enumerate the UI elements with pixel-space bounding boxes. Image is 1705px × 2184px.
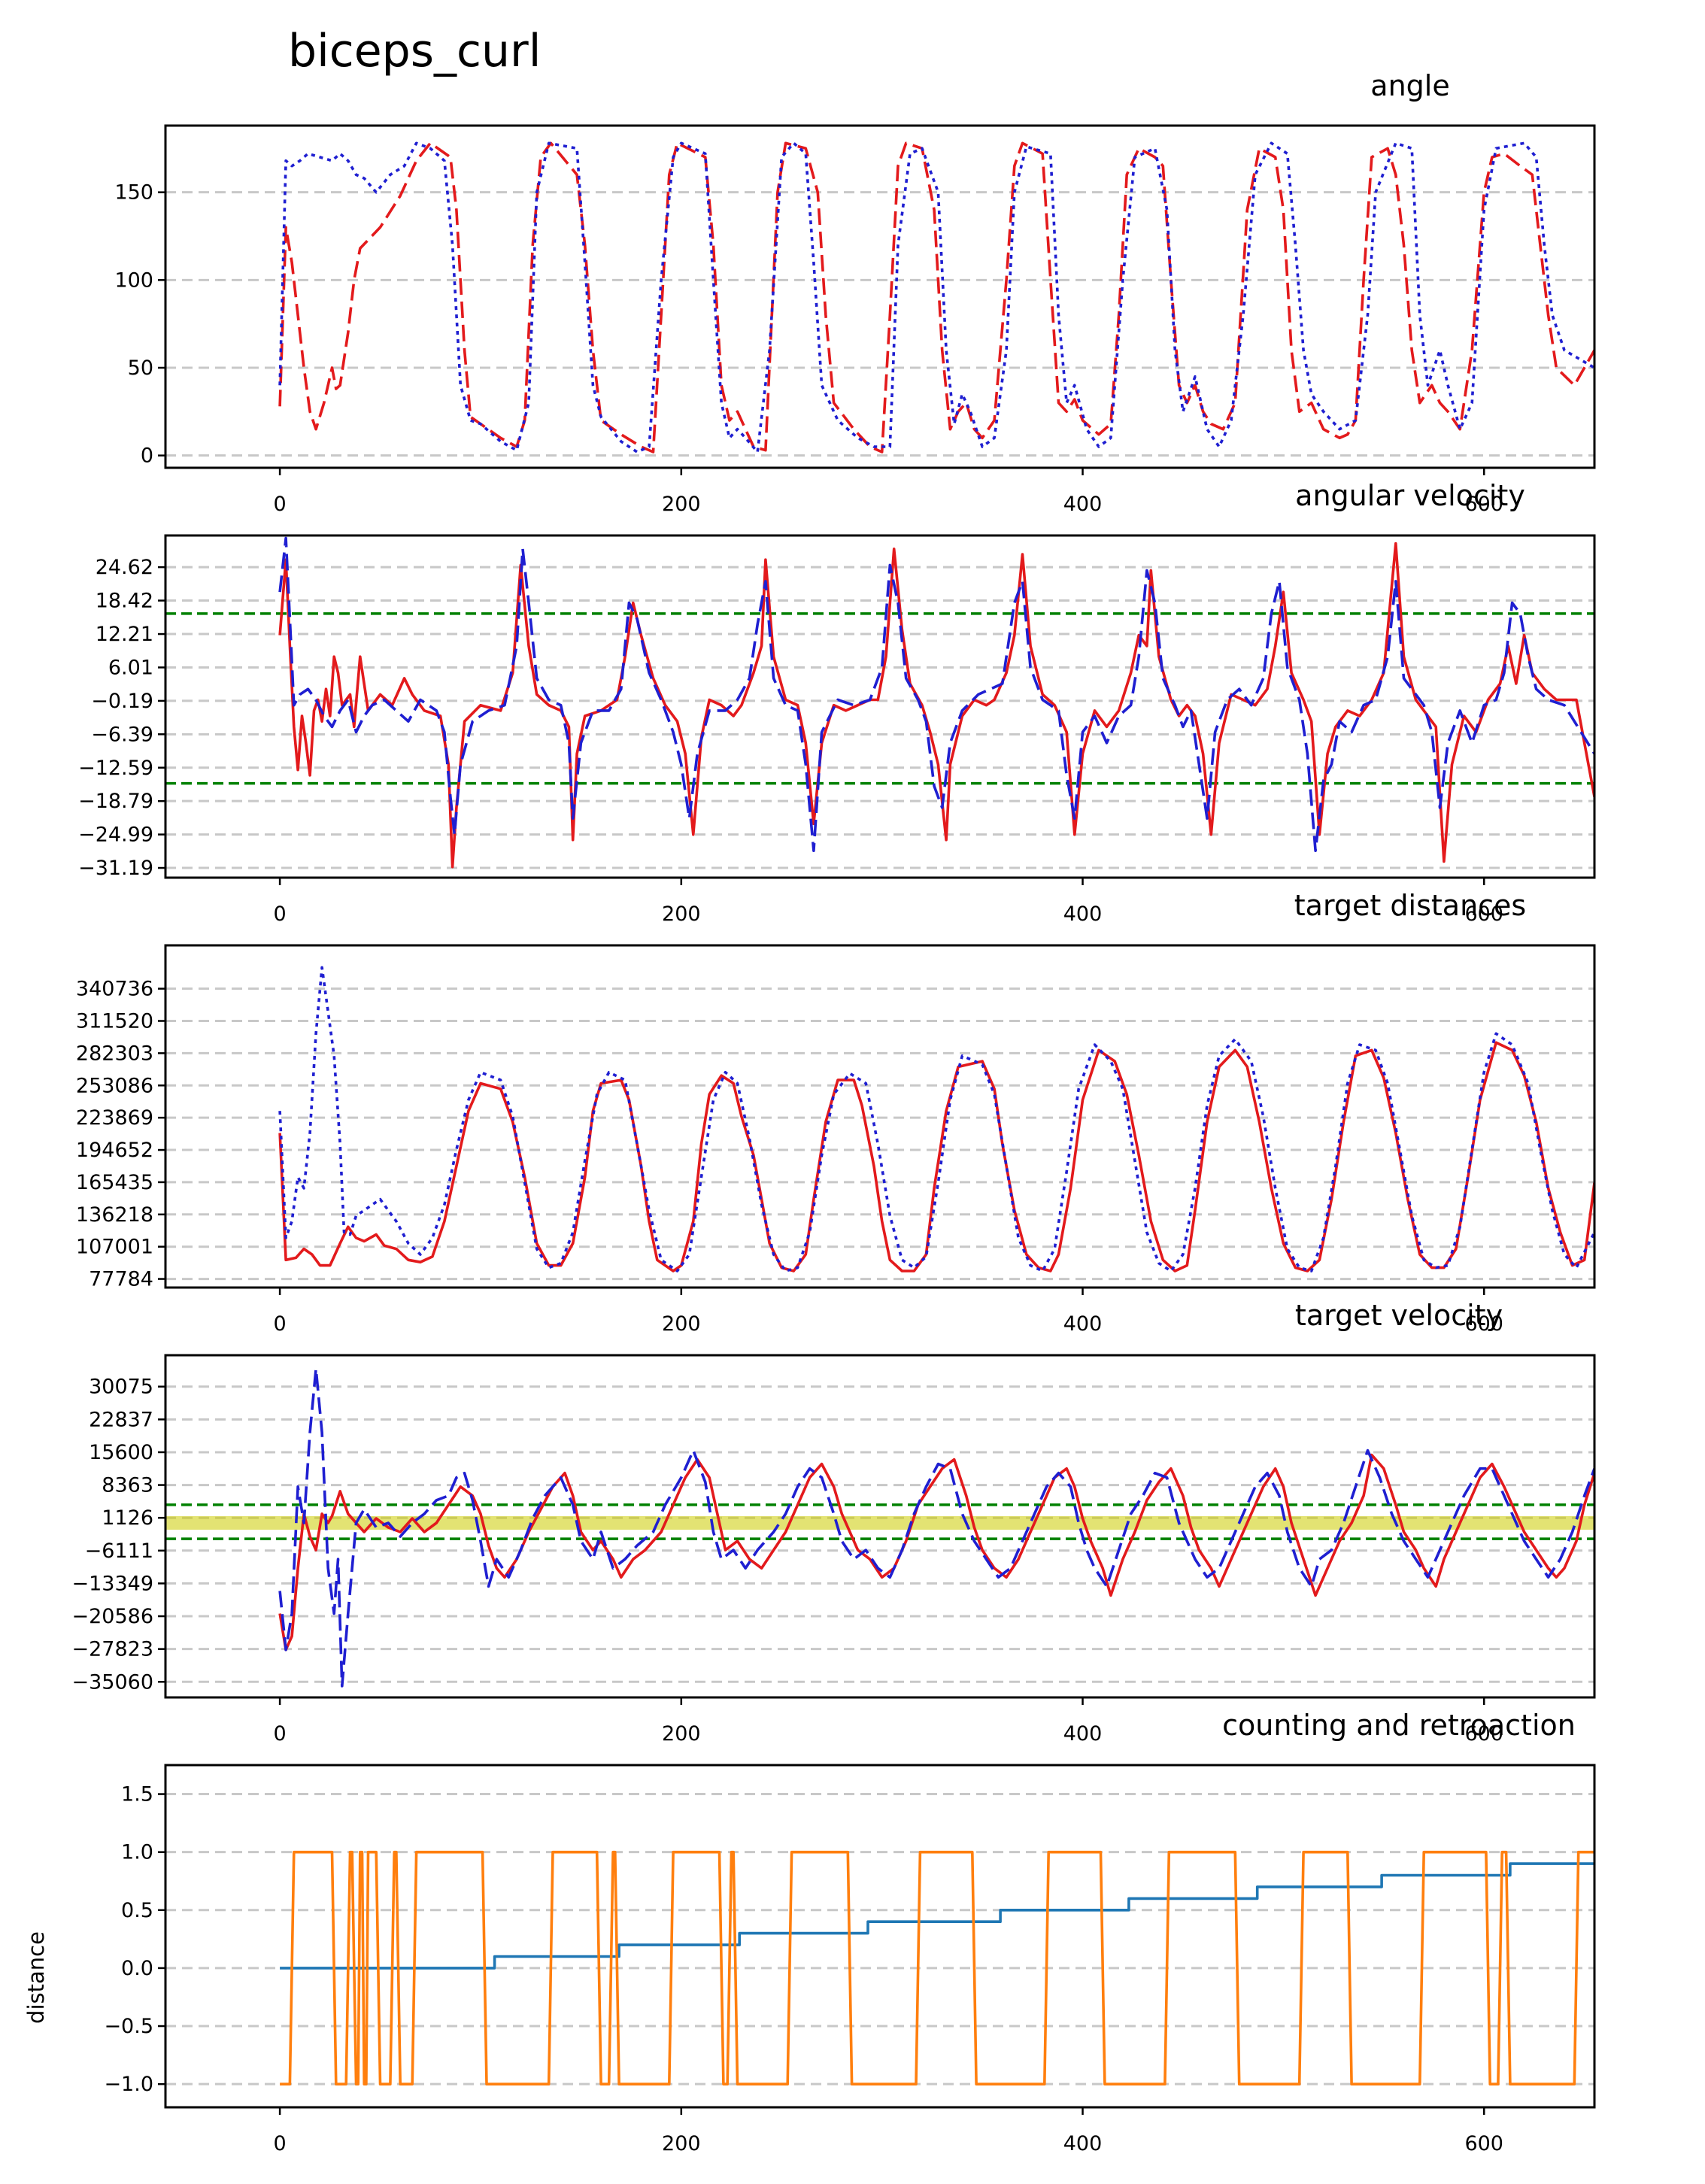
y-tick-label: 77784 <box>89 1268 153 1291</box>
x-tick-label: 600 <box>1464 1312 1503 1336</box>
y-tick-label: 8363 <box>102 1474 153 1497</box>
series-line-1 <box>278 141 1594 453</box>
series-line-2 <box>278 1367 1594 1688</box>
y-tick-label: −18.79 <box>78 790 153 813</box>
subplot-4: 30075 22837 15600 8363 1126 −6111 −13349 −20586… <box>71 1299 1596 1746</box>
y-tick-label: −6.39 <box>91 723 153 746</box>
y-tick-label: 0 <box>141 444 153 468</box>
y-tick-label: −12.59 <box>78 757 153 780</box>
y-tick-label: 50 <box>128 356 153 380</box>
plot-area <box>278 966 1594 1272</box>
series-line-2 <box>278 966 1594 1272</box>
x-tick-label: 200 <box>662 2132 701 2155</box>
y-tick-label: 340736 <box>76 978 153 1001</box>
y-tick-label: 282303 <box>76 1042 153 1065</box>
y-tick-label: 165435 <box>76 1171 153 1194</box>
subplot-title: angular velocity <box>1295 479 1525 512</box>
x-tick-label: 400 <box>1063 1312 1103 1336</box>
y-tick-label: 1126 <box>102 1506 153 1530</box>
y-tick-label: −27823 <box>71 1638 153 1661</box>
x-tick-label: 0 <box>274 1312 287 1336</box>
y-tick-label: 24.62 <box>96 556 153 579</box>
axes-frame <box>164 944 1596 1289</box>
y-tick-label: 1.0 <box>121 1841 153 1864</box>
x-tick-label: 600 <box>1464 1722 1503 1746</box>
series-line-2 <box>280 1850 1594 2085</box>
x-tick-label: 400 <box>1063 2132 1103 2155</box>
y-tick-label: 30075 <box>89 1376 153 1399</box>
y-tick-label: 311520 <box>76 1010 153 1033</box>
y-tick-label: 12.21 <box>96 623 153 646</box>
y-tick-label: −20586 <box>71 1605 153 1628</box>
subplot-title: counting and retroaction <box>1222 1709 1576 1742</box>
x-tick-label: 600 <box>1464 2132 1503 2155</box>
plot-area <box>280 1850 1594 2085</box>
y-tick-label: 18.42 <box>96 590 153 613</box>
series-line-1 <box>278 541 1594 869</box>
y-tick-label: −31.19 <box>78 857 153 880</box>
figure-title: biceps_curl <box>288 25 541 77</box>
x-tick-label: 600 <box>1464 902 1503 926</box>
y-axis-label: distance <box>23 1931 49 2024</box>
series-line-1 <box>278 1041 1594 1272</box>
y-tick-label: −1.0 <box>104 2073 153 2096</box>
y-tick-label: 107001 <box>76 1236 153 1259</box>
subplot-1: 0 50 100 150 0 200 400 600 angle <box>114 69 1596 516</box>
x-tick-label: 600 <box>1464 493 1503 516</box>
x-tick-label: 400 <box>1063 493 1103 516</box>
y-tick-label: 150 <box>114 181 153 205</box>
subplot-title: target distances <box>1294 889 1526 922</box>
x-tick-label: 200 <box>662 493 701 516</box>
y-tick-label: 0.0 <box>121 1957 153 1980</box>
threshold-band <box>165 1515 1594 1530</box>
y-tick-label: −6111 <box>85 1539 153 1563</box>
y-tick-label: 0.5 <box>121 1899 153 1922</box>
x-tick-label: 200 <box>662 902 701 926</box>
axes-frame <box>164 124 1596 469</box>
subplot-2: 24.62 18.42 12.21 6.01 −0.19 −6.39 −12.59 −18.7… <box>78 479 1596 926</box>
plot-area <box>165 1367 1594 1688</box>
y-tick-label: 1.5 <box>121 1783 153 1806</box>
x-tick-label: 0 <box>274 2132 287 2155</box>
y-tick-label: −24.99 <box>78 824 153 847</box>
y-tick-label: −13349 <box>71 1572 153 1595</box>
y-tick-label: 136218 <box>76 1203 153 1227</box>
x-tick-label: 400 <box>1063 1722 1103 1746</box>
x-tick-label: 200 <box>662 1722 701 1746</box>
subplot-title: angle <box>1370 69 1449 102</box>
x-tick-label: 0 <box>274 902 287 926</box>
y-tick-label: −35060 <box>71 1670 153 1694</box>
y-tick-label: 253086 <box>76 1074 153 1097</box>
x-tick-label: 0 <box>274 493 287 516</box>
y-tick-label: 6.01 <box>108 656 153 679</box>
x-tick-label: 200 <box>662 1312 701 1336</box>
y-tick-label: 223869 <box>76 1106 153 1130</box>
y-tick-label: −0.5 <box>104 2015 153 2038</box>
x-tick-label: 400 <box>1063 902 1103 926</box>
y-tick-label: 100 <box>114 268 153 292</box>
subplot-3: 77784 107001 136218 165435 194652 223869 25308… <box>76 889 1596 1336</box>
y-tick-label: −0.19 <box>91 690 153 713</box>
y-tick-label: 22837 <box>89 1408 153 1431</box>
y-tick-label: 15600 <box>89 1441 153 1464</box>
series-line-2 <box>278 141 1594 453</box>
y-tick-label: 194652 <box>76 1139 153 1162</box>
plot-area <box>165 536 1594 869</box>
axes-frame <box>164 1354 1596 1699</box>
x-tick-label: 0 <box>274 1722 287 1746</box>
axes-frame <box>164 1764 1596 2109</box>
series-line-2 <box>278 536 1594 852</box>
axes-frame <box>164 534 1596 879</box>
plot-area <box>278 141 1594 453</box>
subplot-title: target velocity <box>1295 1299 1503 1332</box>
